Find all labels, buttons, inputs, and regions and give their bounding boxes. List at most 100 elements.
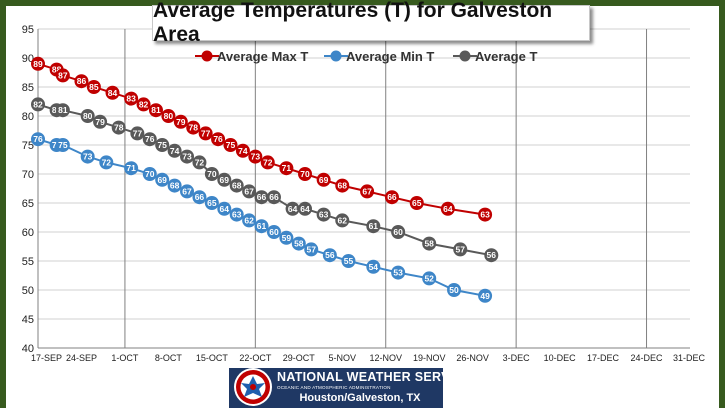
x-tick-label: 22-OCT xyxy=(239,353,272,363)
data-point xyxy=(142,167,157,181)
data-label: 68 xyxy=(170,181,180,191)
data-point xyxy=(235,143,250,158)
data-point xyxy=(360,184,375,199)
data-label: 76 xyxy=(145,134,155,144)
data-point xyxy=(341,254,356,268)
data-point xyxy=(266,190,281,205)
data-point xyxy=(111,120,126,135)
data-label: 64 xyxy=(443,204,453,214)
x-tick-label: 19-NOV xyxy=(413,353,446,363)
data-label: 73 xyxy=(182,152,192,162)
data-point xyxy=(74,74,89,89)
y-tick-label: 75 xyxy=(22,140,34,152)
data-point xyxy=(204,167,219,181)
x-tick-label: 31-DEC xyxy=(673,353,706,363)
data-label: 67 xyxy=(182,186,192,196)
nws-logo-icon xyxy=(234,368,272,406)
data-point xyxy=(260,155,275,170)
chart-legend: Average Max T Average Min T Average T xyxy=(195,49,537,64)
x-tick-label: 29-OCT xyxy=(283,353,316,363)
data-point xyxy=(298,167,313,181)
legend-marker xyxy=(459,50,471,62)
x-tick-label: 8-OCT xyxy=(155,353,183,363)
data-label: 83 xyxy=(126,94,136,104)
y-tick-label: 70 xyxy=(22,169,34,181)
data-point xyxy=(211,132,226,147)
data-point xyxy=(55,68,70,83)
legend-label: Average Max T xyxy=(217,49,308,64)
data-point xyxy=(192,155,207,170)
data-label: 66 xyxy=(257,192,267,202)
data-label: 86 xyxy=(77,76,87,86)
data-point xyxy=(148,103,163,118)
data-label: 49 xyxy=(480,291,490,301)
data-label: 77 xyxy=(133,128,143,138)
data-point xyxy=(384,190,399,205)
data-point xyxy=(478,288,493,303)
data-point xyxy=(124,91,139,106)
x-tick-label: 3-DEC xyxy=(503,353,531,363)
data-label: 68 xyxy=(232,181,242,191)
series-line xyxy=(37,103,492,257)
data-label: 70 xyxy=(207,169,217,179)
x-tick-label: 12-NOV xyxy=(369,353,402,363)
y-tick-label: 45 xyxy=(22,314,34,326)
data-label: 52 xyxy=(424,273,434,283)
data-point xyxy=(242,213,257,228)
y-tick-label: 55 xyxy=(22,256,34,268)
series-2: 8281818079787776757473727069686766666464… xyxy=(31,97,499,263)
data-label: 62 xyxy=(338,215,348,225)
data-point xyxy=(167,143,182,158)
data-point xyxy=(223,138,238,152)
data-point xyxy=(304,242,319,257)
data-point xyxy=(217,201,232,216)
data-label: 85 xyxy=(89,82,99,92)
data-label: 74 xyxy=(238,146,248,156)
data-label: 72 xyxy=(195,157,205,167)
y-tick-label: 40 xyxy=(22,343,34,355)
data-label: 65 xyxy=(412,198,422,208)
data-point xyxy=(447,283,462,297)
data-label: 76 xyxy=(33,134,43,144)
data-point xyxy=(186,120,201,135)
data-point xyxy=(31,132,45,147)
data-point xyxy=(99,155,114,170)
data-label: 55 xyxy=(344,256,354,266)
data-point xyxy=(279,230,294,245)
data-point xyxy=(366,219,381,234)
y-tick-label: 90 xyxy=(22,53,34,65)
chart-title: Average Temperatures (T) for Galveston A… xyxy=(153,0,553,46)
data-point xyxy=(298,201,313,216)
data-label: 66 xyxy=(387,192,397,202)
data-point xyxy=(155,138,170,152)
data-point xyxy=(242,184,257,199)
data-label: 82 xyxy=(139,99,149,109)
data-label: 58 xyxy=(424,239,434,249)
data-label: 71 xyxy=(282,163,292,173)
data-point xyxy=(80,149,95,164)
data-point xyxy=(80,109,95,123)
data-label: 78 xyxy=(189,123,199,133)
data-point xyxy=(167,178,182,193)
data-point xyxy=(422,236,437,251)
data-point xyxy=(136,97,151,112)
data-point xyxy=(124,161,139,176)
data-point xyxy=(366,259,381,274)
legend-label: Average T xyxy=(475,49,537,64)
data-label: 88 xyxy=(52,65,62,75)
data-label: 56 xyxy=(487,250,497,260)
data-point xyxy=(155,172,170,187)
x-tick-label: 24-SEP xyxy=(66,353,97,363)
data-label: 69 xyxy=(157,175,167,185)
data-label: 75 xyxy=(58,140,68,150)
data-label: 80 xyxy=(83,111,93,121)
data-label: 78 xyxy=(114,123,124,133)
data-label: 65 xyxy=(207,198,217,208)
y-tick-label: 60 xyxy=(22,227,34,239)
data-point xyxy=(86,80,101,94)
data-label: 56 xyxy=(325,250,335,260)
y-axis-ticks: 40 45 50 55 60 65 70 75 80 85 90 95 xyxy=(22,24,34,355)
data-point xyxy=(142,132,157,147)
